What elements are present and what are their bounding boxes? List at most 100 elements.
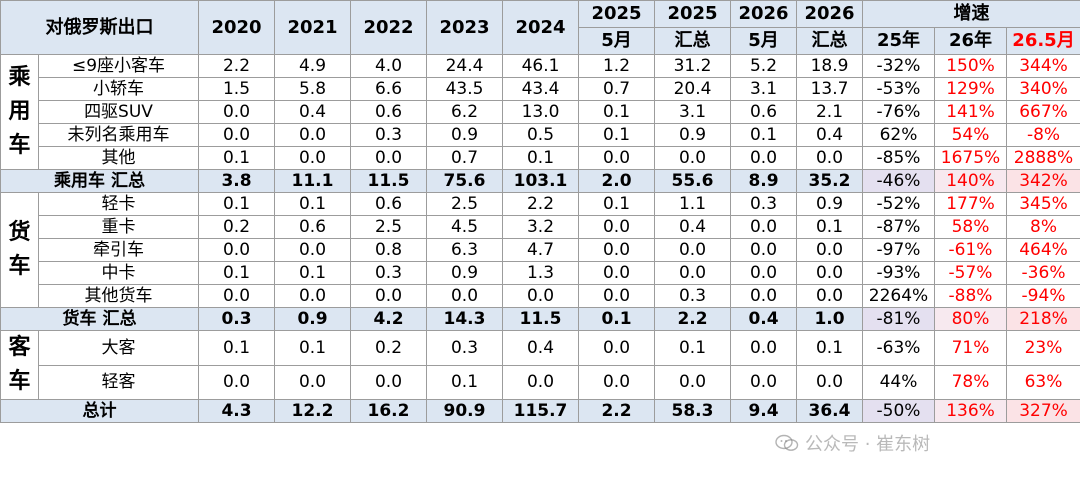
col-2025-sum-year: 2025 [654, 0, 731, 28]
growth-cell: 464% [1005, 238, 1080, 262]
value-cell: 0.1 [426, 364, 503, 400]
value-cell: 4.5 [426, 215, 503, 239]
value-cell: 0.0 [198, 284, 275, 308]
value-cell: 0.0 [350, 284, 427, 308]
value-cell: 31.2 [654, 54, 731, 78]
growth-cell: -85% [862, 146, 935, 170]
value-cell: 4.2 [350, 307, 427, 331]
value-cell: 0.1 [578, 123, 655, 147]
value-cell: 13.7 [796, 77, 863, 101]
growth-col-26: 26年 [934, 27, 1007, 55]
growth-cell: 140% [934, 169, 1007, 193]
value-cell: 0.2 [198, 215, 275, 239]
growth-cell: -52% [862, 192, 935, 216]
value-cell: 0.0 [198, 123, 275, 147]
value-cell: 8.9 [730, 169, 797, 193]
value-cell: 115.7 [502, 399, 579, 423]
table-row: 乘用车 ≤9座小客车 2.2 4.9 4.0 24.4 46.1 1.2 31.2 5.2 18.9… [0, 54, 1080, 170]
value-cell: 0.1 [198, 192, 275, 216]
growth-cell: -61% [934, 238, 1007, 262]
value-cell: 0.3 [730, 192, 797, 216]
growth-cell: 177% [934, 192, 1007, 216]
value-cell: 1.2 [578, 54, 655, 78]
value-cell: 0.1 [502, 146, 579, 170]
growth-cell: -87% [862, 215, 935, 239]
growth-cell: 667% [1005, 100, 1080, 124]
growth-cell: -53% [862, 77, 935, 101]
value-cell: 0.8 [350, 238, 427, 262]
value-cell: 2.1 [796, 100, 863, 124]
col-2025-sum-label: 汇总 [654, 27, 731, 55]
value-cell: 0.1 [796, 330, 863, 366]
value-cell: 0.6 [350, 100, 427, 124]
value-cell: 0.0 [502, 364, 579, 400]
value-cell: 0.0 [578, 284, 655, 308]
growth-cell: 344% [1005, 54, 1080, 78]
value-cell: 55.6 [654, 169, 731, 193]
value-cell: 0.0 [274, 146, 351, 170]
table-row: 重卡 0.2 0.6 2.5 4.5 3.2 0.0 0.4 0.0 0.1 -87% 58% 8% [1, 215, 1080, 239]
growth-cell: -50% [862, 399, 935, 423]
value-cell: 2.5 [426, 192, 503, 216]
value-cell: 11.5 [502, 307, 579, 331]
growth-cell: -63% [862, 330, 935, 366]
group-label-truck: 货车 [0, 192, 39, 308]
row-label: 其他货车 [38, 284, 199, 308]
growth-cell: -57% [934, 261, 1007, 285]
value-cell: 3.2 [502, 215, 579, 239]
value-cell: 9.4 [730, 399, 797, 423]
table-row: 小轿车 1.5 5.8 6.6 43.5 43.4 0.7 20.4 3.1 13.7 -53% 12… [1, 77, 1080, 101]
growth-cell: 63% [1005, 364, 1080, 400]
value-cell: 0.1 [274, 330, 351, 366]
value-cell: 0.0 [730, 215, 797, 239]
subtotal-row: 总计 4.3 12.2 16.2 90.9 115.7 2.2 58.3 9.4 36.4 -50%… [0, 399, 1080, 423]
value-cell: 0.0 [730, 364, 797, 400]
value-cell: 0.0 [274, 364, 351, 400]
value-cell: 0.1 [198, 330, 275, 366]
row-label: 轻卡 [38, 192, 199, 216]
group-label-bus: 客车 [0, 330, 39, 400]
value-cell: 0.0 [274, 238, 351, 262]
row-label: 大客 [38, 330, 199, 366]
russia-export-table: 对俄罗斯出口 2020 2021 2022 2023 2024 2025 202… [0, 0, 1080, 423]
value-cell: 0.0 [654, 238, 731, 262]
growth-cell: 1675% [934, 146, 1007, 170]
value-cell: 0.3 [350, 261, 427, 285]
value-cell: 0.0 [426, 284, 503, 308]
value-cell: 0.9 [426, 261, 503, 285]
value-cell: 0.0 [730, 261, 797, 285]
value-cell: 3.1 [730, 77, 797, 101]
value-cell: 43.5 [426, 77, 503, 101]
value-cell: 0.0 [274, 284, 351, 308]
row-label: ≤9座小客车 [38, 54, 199, 78]
year-header: 2020 [198, 0, 275, 55]
value-cell: 0.0 [198, 364, 275, 400]
value-cell: 24.4 [426, 54, 503, 78]
growth-cell: 54% [934, 123, 1007, 147]
row-label: 其他 [38, 146, 199, 170]
growth-cell: -94% [1005, 284, 1080, 308]
table-row: 轻客 0.0 0.0 0.0 0.1 0.0 0.0 0.0 0.0 0.0 44% 78% 63% [1, 364, 1080, 400]
value-cell: 6.2 [426, 100, 503, 124]
subtotal-row: 乘用车 汇总 3.8 11.1 11.5 75.6 103.1 2.0 55.6 8.9 35.2… [0, 169, 1080, 193]
group-label-passenger: 乘用车 [0, 54, 39, 170]
growth-cell: 80% [934, 307, 1007, 331]
table-row: 客车大客 0.1 0.1 0.2 0.3 0.4 0.0 0.1 0.0 0.1 -63% 71% 23… [0, 330, 1080, 400]
table-row: 货车轻卡 0.1 0.1 0.6 2.5 2.2 0.1 1.1 0.3 0.9 -52% 177% 3… [0, 192, 1080, 308]
value-cell: 4.9 [274, 54, 351, 78]
value-cell: 0.1 [274, 261, 351, 285]
value-cell: 0.4 [274, 100, 351, 124]
row-label: 小轿车 [38, 77, 199, 101]
value-cell: 12.2 [274, 399, 351, 423]
value-cell: 0.4 [730, 307, 797, 331]
growth-col-25: 25年 [862, 27, 935, 55]
value-cell: 0.0 [730, 146, 797, 170]
growth-cell: 218% [1005, 307, 1080, 331]
growth-cell: 2264% [862, 284, 935, 308]
value-cell: 36.4 [796, 399, 863, 423]
value-cell: 0.0 [350, 364, 427, 400]
growth-cell: -81% [862, 307, 935, 331]
growth-cell: 342% [1005, 169, 1080, 193]
value-cell: 18.9 [796, 54, 863, 78]
